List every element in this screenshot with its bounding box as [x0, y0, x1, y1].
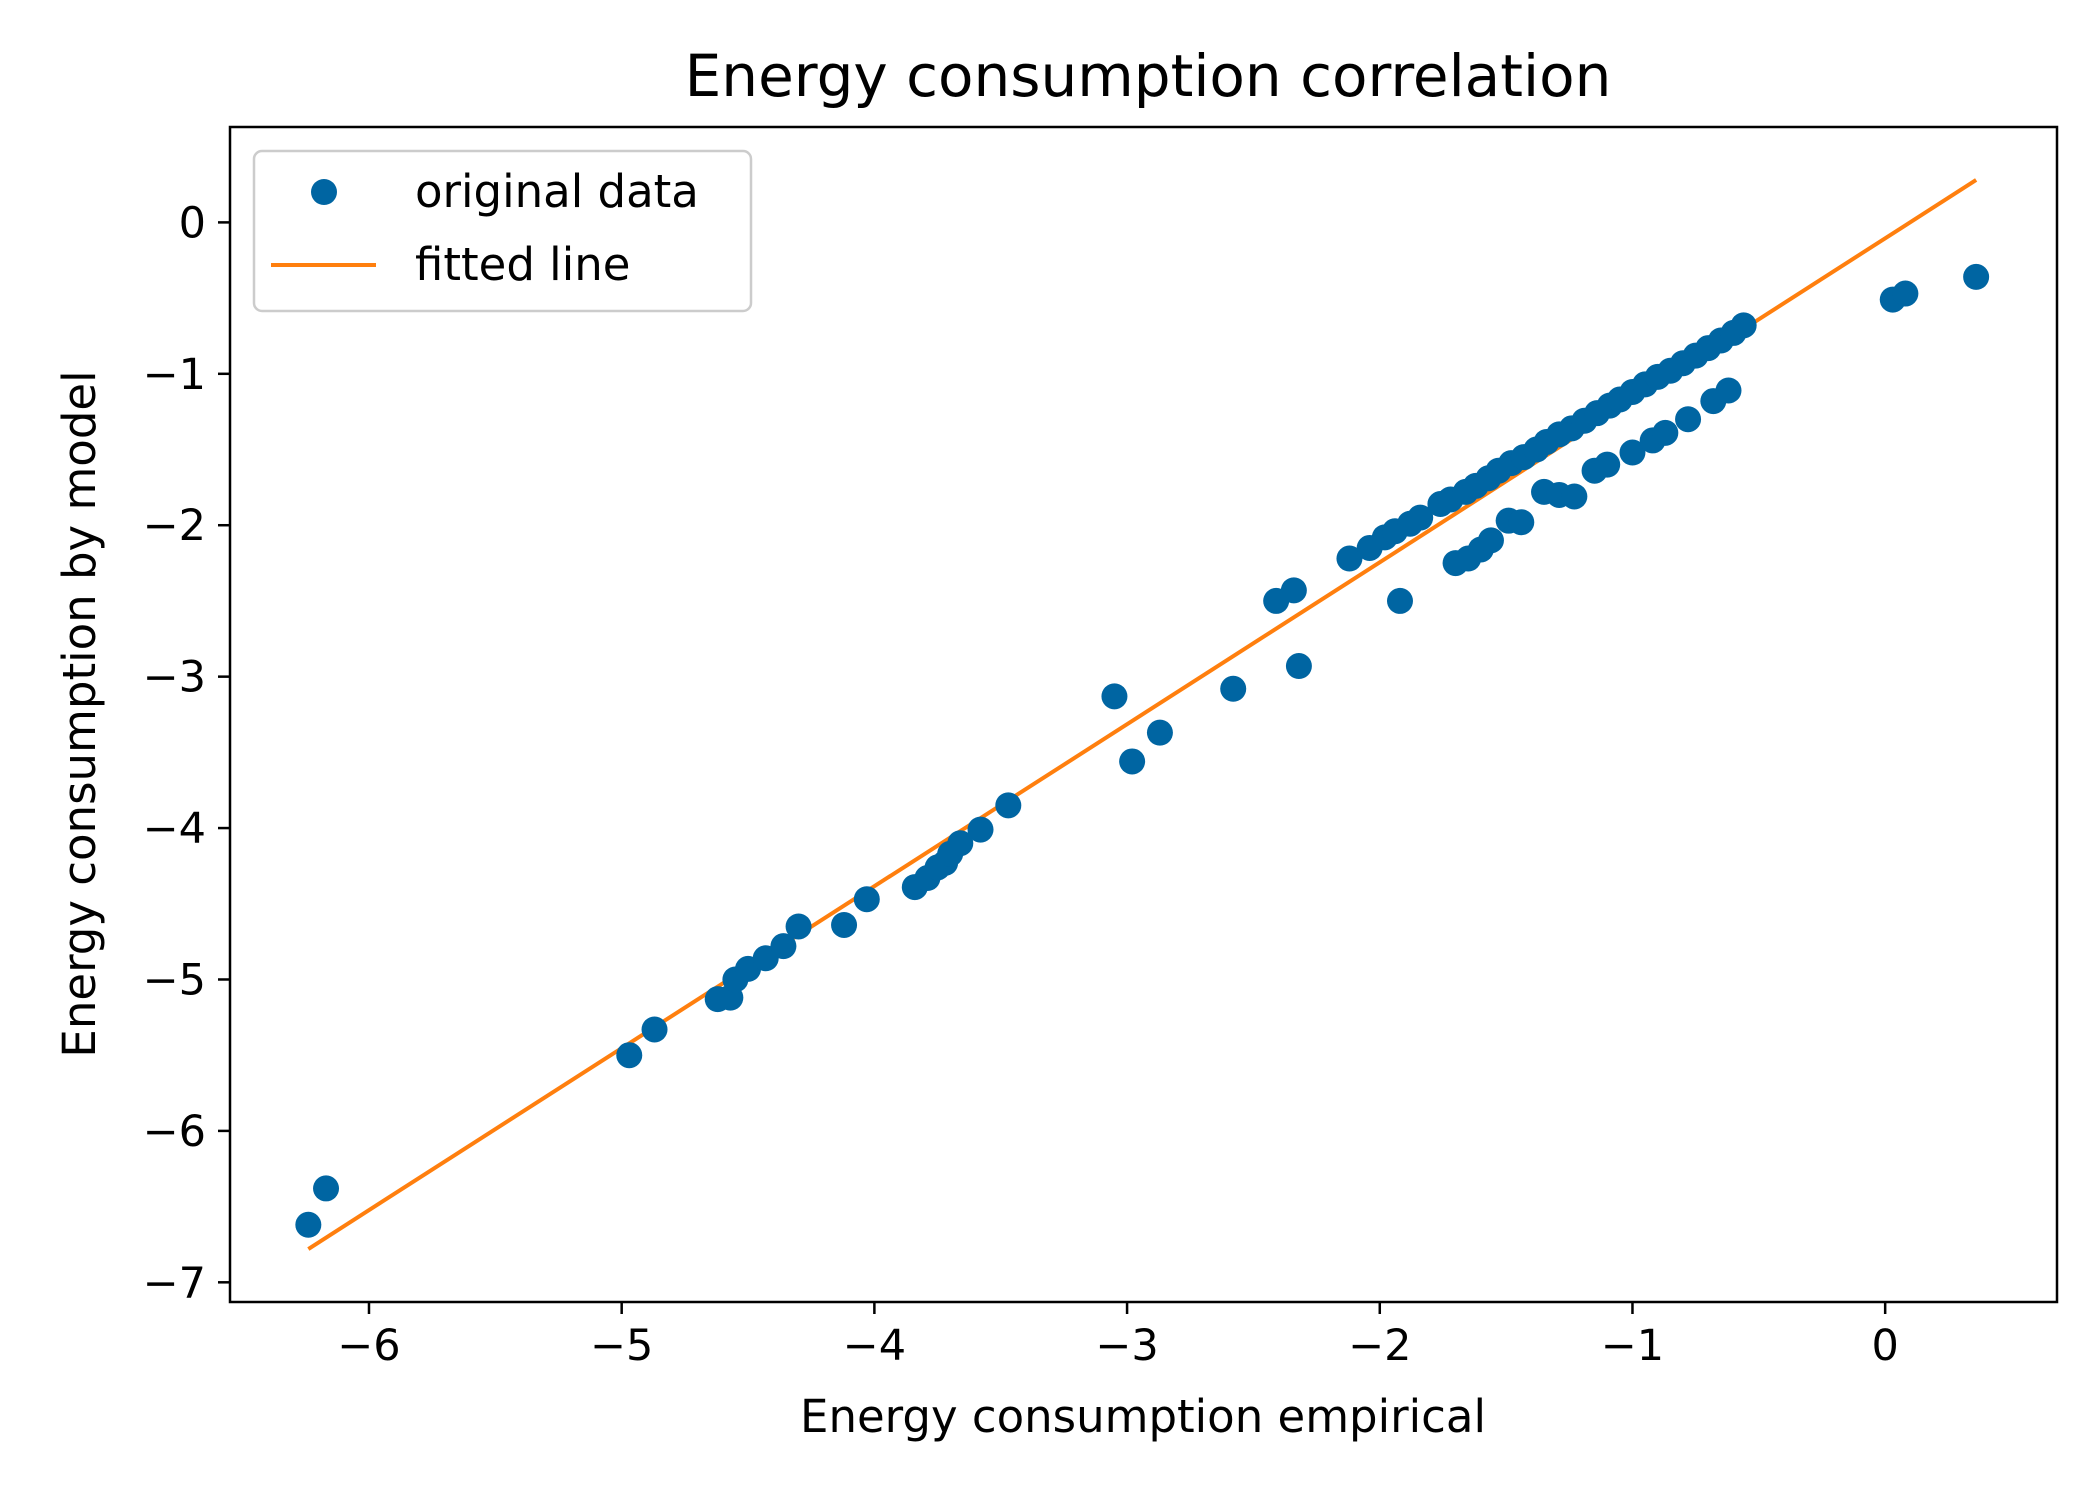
y-tick-label: −3	[143, 653, 206, 703]
data-point	[1561, 483, 1588, 510]
legend-point-marker	[311, 179, 337, 205]
data-point	[1652, 419, 1679, 446]
y-tick-label: −6	[143, 1107, 206, 1157]
y-axis-label: Energy consumption by model	[53, 370, 106, 1057]
y-tick-label: −5	[143, 955, 206, 1005]
legend-box	[252, 149, 753, 313]
legend: original data fitted line	[252, 149, 753, 313]
data-point	[1146, 719, 1173, 746]
data-point	[1730, 312, 1757, 339]
x-tick-label: −4	[843, 1321, 906, 1371]
y-tick-label: −1	[143, 350, 206, 400]
data-point	[831, 911, 858, 938]
data-point	[1892, 280, 1919, 307]
y-tick-label: 0	[179, 198, 206, 248]
chart-title: Energy consumption correlation	[685, 42, 1612, 110]
data-point	[995, 792, 1022, 819]
legend-entry-fitted-line: fitted line	[415, 238, 630, 291]
data-point	[1119, 748, 1146, 775]
data-point	[1101, 683, 1128, 710]
y-tick-label: −2	[143, 501, 206, 551]
axes-frame	[228, 125, 2059, 1304]
x-tick-label: −2	[1348, 1321, 1411, 1371]
x-axis-ticks: −6 −5 −4 −3 −2 −1 0	[337, 1302, 1899, 1371]
x-tick-label: −1	[1601, 1321, 1664, 1371]
data-point	[1594, 451, 1621, 478]
legend-entry-original-data: original data	[415, 165, 699, 218]
x-tick-label: −3	[1095, 1321, 1158, 1371]
data-point	[947, 830, 974, 857]
y-tick-label: −7	[143, 1258, 206, 1308]
data-point	[1386, 587, 1413, 614]
data-point	[641, 1016, 668, 1043]
data-point	[1619, 439, 1646, 466]
x-axis-label: Energy consumption empirical	[800, 1390, 1486, 1443]
y-axis-ticks: −7 −6 −5 −4 −3 −2 −1 0	[143, 198, 230, 1308]
data-point	[616, 1042, 643, 1069]
data-point	[313, 1175, 340, 1202]
data-point	[1963, 263, 1990, 290]
x-tick-label: 0	[1871, 1321, 1898, 1371]
data-point	[853, 886, 880, 913]
data-point	[1508, 509, 1535, 536]
data-point	[1280, 577, 1307, 604]
data-point	[1675, 406, 1702, 433]
data-point	[1715, 377, 1742, 404]
data-points-layer	[295, 263, 1990, 1238]
data-point	[770, 933, 797, 960]
x-tick-label: −6	[337, 1321, 400, 1371]
plot-area	[228, 125, 2059, 1304]
data-point	[1407, 504, 1434, 531]
data-point	[1477, 527, 1504, 554]
data-point	[1336, 545, 1363, 572]
data-point	[785, 913, 812, 940]
data-point	[1220, 675, 1247, 702]
data-point	[295, 1211, 322, 1238]
y-tick-label: −4	[143, 804, 206, 854]
data-point	[1285, 653, 1312, 680]
x-tick-label: −5	[590, 1321, 653, 1371]
data-point	[967, 816, 994, 843]
